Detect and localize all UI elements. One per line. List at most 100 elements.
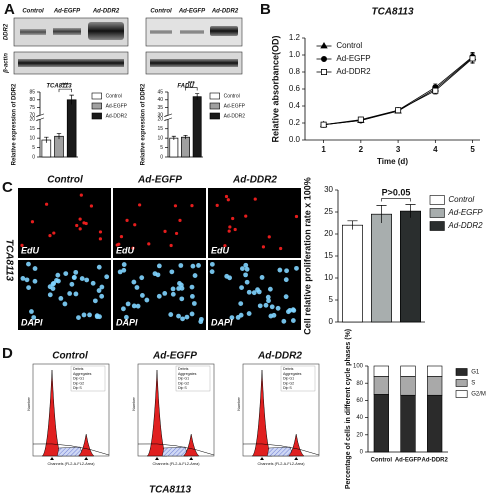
x-tick-label: Ad-DDR2 [421,458,448,464]
point [395,107,402,114]
cell-nucleus [96,264,102,270]
y-tick-label: 85 [29,89,35,95]
error-bar [171,135,176,141]
y-tick-label: 40 [356,415,363,421]
histogram-y-label: Number [132,397,136,411]
point [320,121,327,128]
cell-nucleus [168,312,174,317]
cell-nucleus [147,242,151,246]
cell-nucleus [32,266,38,271]
panel-label: A [4,1,15,18]
cell-nucleus [47,292,53,298]
cell-nucleus [139,275,145,281]
cell-nucleus [62,301,68,307]
y-tick-label: 0 [360,450,364,456]
y-tick-label: 0.6 [289,84,301,93]
lane-label: Ad-EGFP [53,9,81,15]
annotation: *** [62,83,70,89]
cell-nucleus [84,221,88,226]
cell-nucleus [246,289,252,295]
cell-nucleus [244,214,248,218]
legend-swatch [455,390,468,398]
cell-nucleus [79,193,83,197]
chart-title: TCA8113 [371,7,413,18]
cell-nucleus [277,267,283,273]
error-bar [405,204,416,218]
y-axis-label: Cell relative proliferation rate x 100% [302,177,312,335]
cell-nucleus [24,277,30,283]
cell-nucleus [267,235,271,239]
gate-label: Dip G2 [283,381,294,385]
s-phase [267,446,294,457]
cell-nucleus [30,220,35,224]
y-tick-label: 20 [324,229,333,238]
legend-swatch [429,195,445,205]
cell-nucleus [279,246,283,251]
y-tick-label: 10 [157,135,163,141]
cell-nucleus [294,214,299,219]
y-tick-label: 0 [32,154,35,160]
cell-nucleus [244,266,250,272]
error-bar [183,134,188,140]
cell-nucleus [251,290,257,296]
bar [342,224,364,323]
cell-nucleus [67,291,73,296]
cell-nucleus [235,315,241,320]
bar-segment [373,376,389,395]
gate-label: Dip G1 [73,377,84,381]
error-bar [44,136,49,143]
cell-nucleus [176,313,181,319]
s-phase [162,446,189,457]
cell-nucleus [233,227,237,232]
cell-line-label: TCA8113 [149,485,191,496]
bar [371,213,393,323]
cell-nucleus [54,278,59,283]
cell-nucleus [131,279,137,285]
image-label: DAPI [211,317,233,327]
cell-nucleus [246,311,252,316]
cell-nucleus [98,237,103,241]
cell-nucleus [117,242,121,246]
image-label: EdU [21,245,40,255]
gate-legend-box [175,365,211,392]
y-tick-label: 5 [32,145,35,151]
chart-title: FADU [177,84,194,90]
cell-nucleus [20,276,26,281]
cell-nucleus [209,261,215,267]
legend-label: Ad-EGFP [224,103,246,109]
gate-label: Debris [73,367,84,371]
y-tick-label: 0.4 [289,101,301,110]
axis-break-mark [163,113,173,118]
cell-nucleus [162,290,168,296]
image-label: DAPI [116,317,138,327]
cell-nucleus [169,243,173,248]
peak-marker [155,457,159,460]
y-tick-label: 1.2 [289,33,301,42]
legend-label: Ad-DDR2 [336,67,371,76]
cell-nucleus [44,202,49,206]
x-tick-label: Control [371,458,393,464]
cell-nucleus [170,291,176,297]
peak-marker [260,457,264,460]
legend-swatch [91,102,102,110]
legend-label: Control [448,195,474,204]
gate-label: Aggregates [178,372,197,376]
cell-nucleus [284,268,289,274]
legend-swatch [209,112,220,120]
gate-label: Aggregates [283,372,302,376]
cell-nucleus [78,227,82,231]
g2-peak [77,433,95,457]
cell-nucleus [283,277,289,283]
point [469,55,476,62]
significance-bracket [185,87,198,91]
cell-nucleus [173,204,178,208]
legend-swatch [429,221,445,231]
y-tick-label: 10 [29,135,35,141]
x-tick-label: 3 [396,145,401,154]
cell-nucleus [169,269,175,275]
cell-nucleus [140,293,145,298]
bar-segment [427,376,443,396]
y-tick-label: 1.0 [289,50,301,59]
